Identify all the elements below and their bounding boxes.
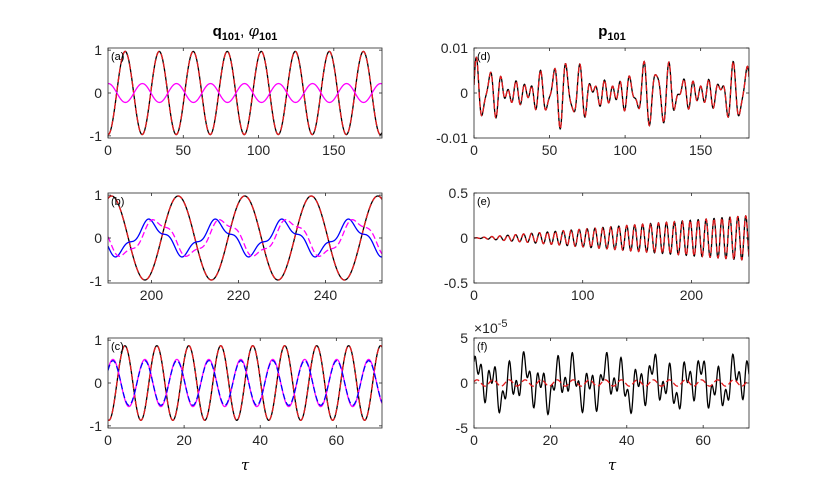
- series-line-b-0: [108, 195, 382, 281]
- y-tick-label-b-0: -1: [90, 273, 103, 289]
- x-tick-label-a-0: 0: [104, 142, 112, 158]
- y-tick-label-f-0: -5: [456, 420, 469, 436]
- exponent-value-f: -5: [498, 318, 508, 330]
- x-tick-label-f-2: 40: [619, 432, 635, 448]
- x-tick-label-f-0: 0: [470, 432, 478, 448]
- panel-c-series: [108, 345, 382, 421]
- series-line-a-0: [108, 50, 382, 136]
- series-line-e-1: [474, 215, 749, 261]
- series-line-c-1: [108, 345, 382, 421]
- x-tick-label-e-2: 200: [680, 287, 704, 303]
- series-line-a-2: [108, 82, 382, 104]
- series-line-d-0: [474, 56, 749, 131]
- x-tick-label-c-3: 60: [329, 432, 345, 448]
- series-line-b-3: [108, 219, 382, 257]
- x-tick-label-c-2: 40: [252, 432, 268, 448]
- title-q: q: [213, 23, 222, 40]
- series-line-d-1: [474, 56, 749, 131]
- y-tick-label-f-1: 0: [460, 375, 468, 391]
- y-tick-label-a-0: -1: [90, 128, 103, 144]
- panels-group: 0 50 100 150-101 (a)200 220 240-101 (b)0 20 40 60-…: [90, 40, 750, 448]
- x-tick-label-d-1: 50: [542, 142, 558, 158]
- title-q-sub: 101: [222, 31, 240, 43]
- panel-c: 0 20 40 60-101 (c): [90, 332, 383, 448]
- exponent-label-f: ×10-5: [474, 318, 508, 336]
- panel-a: 0 50 100 150-101 (a): [90, 42, 383, 158]
- axes-box-d: [473, 47, 750, 139]
- series-line-f-1: [474, 379, 749, 387]
- panel-e: 0 100 200-0.500.5(e): [444, 185, 750, 303]
- y-tick-label-e-1: 0: [460, 230, 468, 246]
- x-tick-label-e-0: 0: [470, 287, 478, 303]
- x-tick-label-a-3: 150: [322, 142, 346, 158]
- series-line-a-1: [108, 50, 382, 136]
- title-phi: φ: [249, 22, 260, 40]
- x-tick-label-b-1: 220: [227, 287, 251, 303]
- x-axis-label-right: τ: [608, 456, 617, 474]
- x-tick-label-b-0: 200: [140, 287, 164, 303]
- x-tick-label-f-1: 20: [543, 432, 559, 448]
- y-tick-label-e-2: 0.5: [449, 185, 469, 201]
- axes-box-b: [107, 192, 383, 284]
- x-tick-label-e-1: 100: [571, 287, 595, 303]
- x-tick-label-a-1: 50: [175, 142, 191, 158]
- x-tick-label-d-0: 0: [470, 142, 478, 158]
- panel-b: 200 220 240 -1 0 1 (b): [90, 187, 383, 303]
- y-tick-label-c-2: 1: [94, 332, 102, 348]
- title-sep: ,: [240, 23, 248, 40]
- y-tick-label-e-0: -0.5: [444, 275, 468, 291]
- title-p-sub: 101: [607, 31, 625, 43]
- panel-label-a: (a): [111, 51, 124, 63]
- panel-f-series: [474, 351, 749, 416]
- y-tick-label-a-2: 1: [94, 42, 102, 58]
- x-tick-label-c-0: 0: [104, 432, 112, 448]
- panel-label-f: (f): [477, 341, 487, 353]
- x-tick-label-d-2: 100: [613, 142, 637, 158]
- x-tick-label-f-3: 60: [695, 432, 711, 448]
- panel-label-b: (b): [111, 196, 124, 208]
- x-tick-label-c-1: 20: [176, 432, 192, 448]
- y-tick-label-a-1: 0: [94, 85, 102, 101]
- y-tick-label-b-1: 0: [94, 230, 102, 246]
- panel-f: 0 20 40 60-505(f)×10-5: [456, 318, 750, 448]
- panel-label-c: (c): [111, 341, 124, 353]
- series-line-c-3: [108, 360, 382, 406]
- y-tick-label-d-0: -0.01: [436, 130, 468, 146]
- y-tick-label-d-2: 0.01: [441, 40, 468, 56]
- y-tick-label-f-2: 5: [460, 330, 468, 346]
- title-p: p: [598, 23, 607, 40]
- panel-d-series: [474, 56, 749, 131]
- y-tick-label-b-2: 1: [94, 187, 102, 203]
- x-tick-label-a-2: 100: [247, 142, 271, 158]
- y-tick-label-c-0: -1: [90, 418, 103, 434]
- x-axis-label-left: τ: [241, 456, 250, 474]
- title-phi-sub: 101: [259, 31, 277, 43]
- x-tick-label-b-2: 240: [314, 287, 338, 303]
- series-line-b-2: [108, 218, 382, 258]
- series-line-f-0: [474, 351, 749, 416]
- panel-a-series: [108, 50, 382, 136]
- panel-label-d: (d): [477, 51, 490, 63]
- right-column-title: p101: [598, 23, 626, 43]
- y-tick-label-d-1: 0: [460, 85, 468, 101]
- left-column-title: q101, φ101: [213, 22, 278, 43]
- x-tick-label-d-3: 150: [689, 142, 713, 158]
- panel-e-series: [474, 215, 749, 261]
- panel-label-e: (e): [477, 196, 490, 208]
- series-line-b-1: [108, 195, 382, 281]
- axes-box-a: [107, 47, 383, 139]
- panel-b-series: [108, 195, 382, 281]
- y-tick-label-c-1: 0: [94, 375, 102, 391]
